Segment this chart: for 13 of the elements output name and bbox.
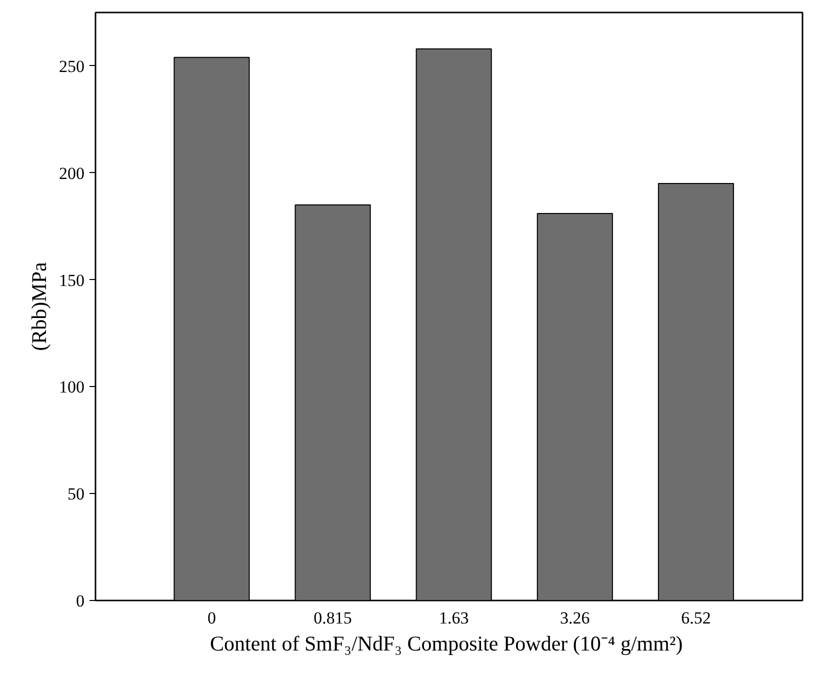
y-tick-label: 50 xyxy=(68,484,84,504)
y-tick-label: 200 xyxy=(59,164,84,183)
y-axis-title: (Rbb)MPa xyxy=(27,261,51,351)
y-tick-label: 100 xyxy=(59,378,84,397)
x-tick-label: 0.815 xyxy=(314,608,352,628)
x-tick-label: 0 xyxy=(207,608,216,628)
x-tick-label: 1.63 xyxy=(438,608,469,628)
x-tick-label: 6.52 xyxy=(681,608,711,628)
x-axis-title: Content of SmF₃/NdF₃ Composite Powder (10⁻⁴ g/mm²) xyxy=(210,632,683,656)
x-tick-label: 3.26 xyxy=(560,608,590,628)
y-tick-label: 0 xyxy=(76,592,84,610)
y-tick-label: 250 xyxy=(59,56,84,76)
y-tick-label: 150 xyxy=(59,270,84,290)
